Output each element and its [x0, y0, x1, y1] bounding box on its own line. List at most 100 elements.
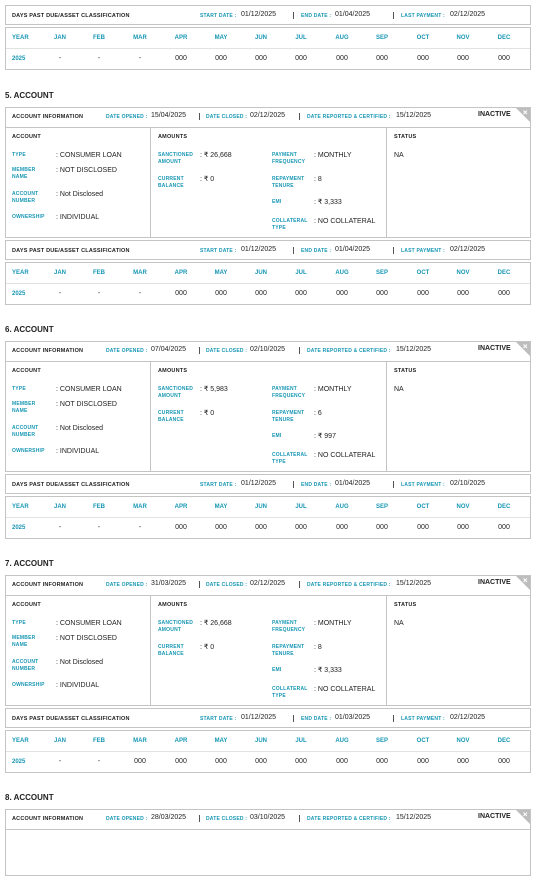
field-label: ACCOUNT NUMBER — [12, 191, 39, 204]
dpd-header-box — [5, 474, 531, 494]
field-label: EMI — [272, 667, 282, 673]
dpd-value: 000 — [336, 290, 348, 297]
closed-value: 02/12/2025 — [250, 112, 286, 119]
year-header: YEAR — [12, 738, 29, 744]
dpd-table — [5, 496, 531, 539]
separator — [293, 12, 294, 19]
separator — [199, 581, 200, 588]
month-header: MAR — [133, 738, 147, 744]
close-corner[interactable] — [516, 810, 530, 824]
dpd-header-box — [5, 5, 531, 25]
month-header: JUL — [295, 504, 307, 510]
separator — [299, 113, 300, 120]
dpd-value: 000 — [215, 55, 227, 62]
month-header: AUG — [335, 35, 349, 41]
close-corner[interactable] — [516, 108, 530, 122]
close-corner[interactable] — [516, 576, 530, 590]
dpd-value: 000 — [295, 758, 307, 765]
field-label: OWNERSHIP — [12, 214, 45, 220]
closed-label: DATE CLOSED : — [206, 816, 248, 822]
start-value: 01/12/2025 — [241, 11, 277, 18]
amounts-header: AMOUNTS — [158, 602, 188, 608]
end-value: 01/04/2025 — [335, 11, 371, 18]
end-value: 01/03/2025 — [335, 714, 371, 721]
divider — [6, 127, 530, 128]
reported-value: 15/12/2025 — [396, 814, 432, 821]
close-corner[interactable] — [516, 342, 530, 356]
dpd-label: DAYS PAST DUE/ASSET CLASSIFICATION — [12, 482, 130, 488]
month-header: JUN — [254, 270, 268, 276]
month-header: MAR — [133, 35, 147, 41]
month-header: APR — [174, 504, 188, 510]
field-value: : INDIVIDUAL — [56, 682, 100, 689]
field-label: TYPE — [12, 620, 26, 626]
account-box — [5, 341, 531, 472]
separator — [199, 113, 200, 120]
month-header: JAN — [53, 270, 67, 276]
closed-label: DATE CLOSED : — [206, 348, 248, 354]
field-label: SANCTIONED AMOUNT — [158, 152, 194, 165]
dpd-value: 000 — [498, 758, 510, 765]
closed-value: 02/10/2025 — [250, 346, 286, 353]
field-label: REPAYMENT TENURE — [272, 176, 305, 189]
month-header: JUL — [295, 35, 307, 41]
field-value: : 8 — [314, 644, 322, 651]
dpd-value: - — [58, 758, 62, 765]
separator — [299, 581, 300, 588]
opened-value: 31/03/2025 — [151, 580, 187, 587]
opened-label: DATE OPENED : — [106, 114, 148, 120]
field-label: EMI — [272, 433, 282, 439]
divider — [6, 751, 530, 752]
field-label: COLLATERAL TYPE — [272, 452, 308, 465]
field-label: EMI — [272, 199, 282, 205]
account-title: 8. ACCOUNT — [5, 793, 54, 802]
month-header: MAY — [214, 738, 228, 744]
field-value: : ₹ 26,668 — [200, 152, 232, 159]
dpd-header-box — [5, 240, 531, 260]
dpd-value: 000 — [376, 758, 388, 765]
month-header: JAN — [53, 738, 67, 744]
dpd-value: 000 — [255, 55, 267, 62]
dpd-value: - — [97, 524, 101, 531]
field-label: SANCTIONED AMOUNT — [158, 386, 194, 399]
month-header: JUN — [254, 35, 268, 41]
month-header: DEC — [497, 270, 511, 276]
divider — [6, 595, 530, 596]
field-value: : INDIVIDUAL — [56, 214, 100, 221]
dpd-value: - — [97, 758, 101, 765]
divider — [6, 361, 530, 362]
dpd-value: 000 — [457, 290, 469, 297]
month-header: NOV — [456, 35, 470, 41]
dpd-value: 000 — [336, 524, 348, 531]
month-header: JAN — [53, 35, 67, 41]
last-value: 02/12/2025 — [450, 714, 486, 721]
closed-label: DATE CLOSED : — [206, 582, 248, 588]
divider — [6, 283, 530, 284]
dpd-value: - — [58, 290, 62, 297]
month-header: DEC — [497, 738, 511, 744]
end-label: END DATE : — [301, 248, 332, 254]
end-label: END DATE : — [301, 13, 332, 19]
reported-label: DATE REPORTED & CERTIFIED : — [307, 348, 391, 354]
year-header: YEAR — [12, 504, 29, 510]
field-label: MEMBER NAME — [12, 635, 36, 648]
divider — [6, 517, 530, 518]
dpd-value: - — [138, 290, 142, 297]
field-value: : NO COLLATERAL — [314, 686, 376, 693]
status-value: NA — [394, 386, 404, 393]
dpd-value: 000 — [457, 524, 469, 531]
info-label: ACCOUNT INFORMATION — [12, 816, 84, 822]
dpd-value: 000 — [498, 290, 510, 297]
divider — [150, 361, 151, 471]
start-label: START DATE : — [200, 716, 237, 722]
dpd-value: 000 — [215, 524, 227, 531]
dpd-value: 000 — [417, 524, 429, 531]
amounts-header: AMOUNTS — [158, 134, 188, 140]
dpd-value: - — [97, 55, 101, 62]
field-value: : NOT DISCLOSED — [56, 167, 117, 174]
last-label: LAST PAYMENT : — [401, 248, 445, 254]
dpd-value: - — [58, 55, 62, 62]
dpd-label: DAYS PAST DUE/ASSET CLASSIFICATION — [12, 13, 130, 19]
month-header: OCT — [416, 738, 430, 744]
field-value: : MONTHLY — [314, 386, 352, 393]
